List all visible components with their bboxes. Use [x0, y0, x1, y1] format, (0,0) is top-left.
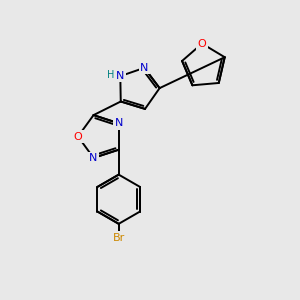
Text: N: N — [115, 118, 123, 128]
Text: O: O — [74, 131, 82, 142]
Text: Br: Br — [112, 232, 125, 243]
Text: N: N — [89, 153, 98, 163]
Text: N: N — [116, 71, 124, 81]
Text: H: H — [107, 70, 114, 80]
Text: O: O — [198, 39, 206, 49]
Text: N: N — [140, 63, 148, 73]
